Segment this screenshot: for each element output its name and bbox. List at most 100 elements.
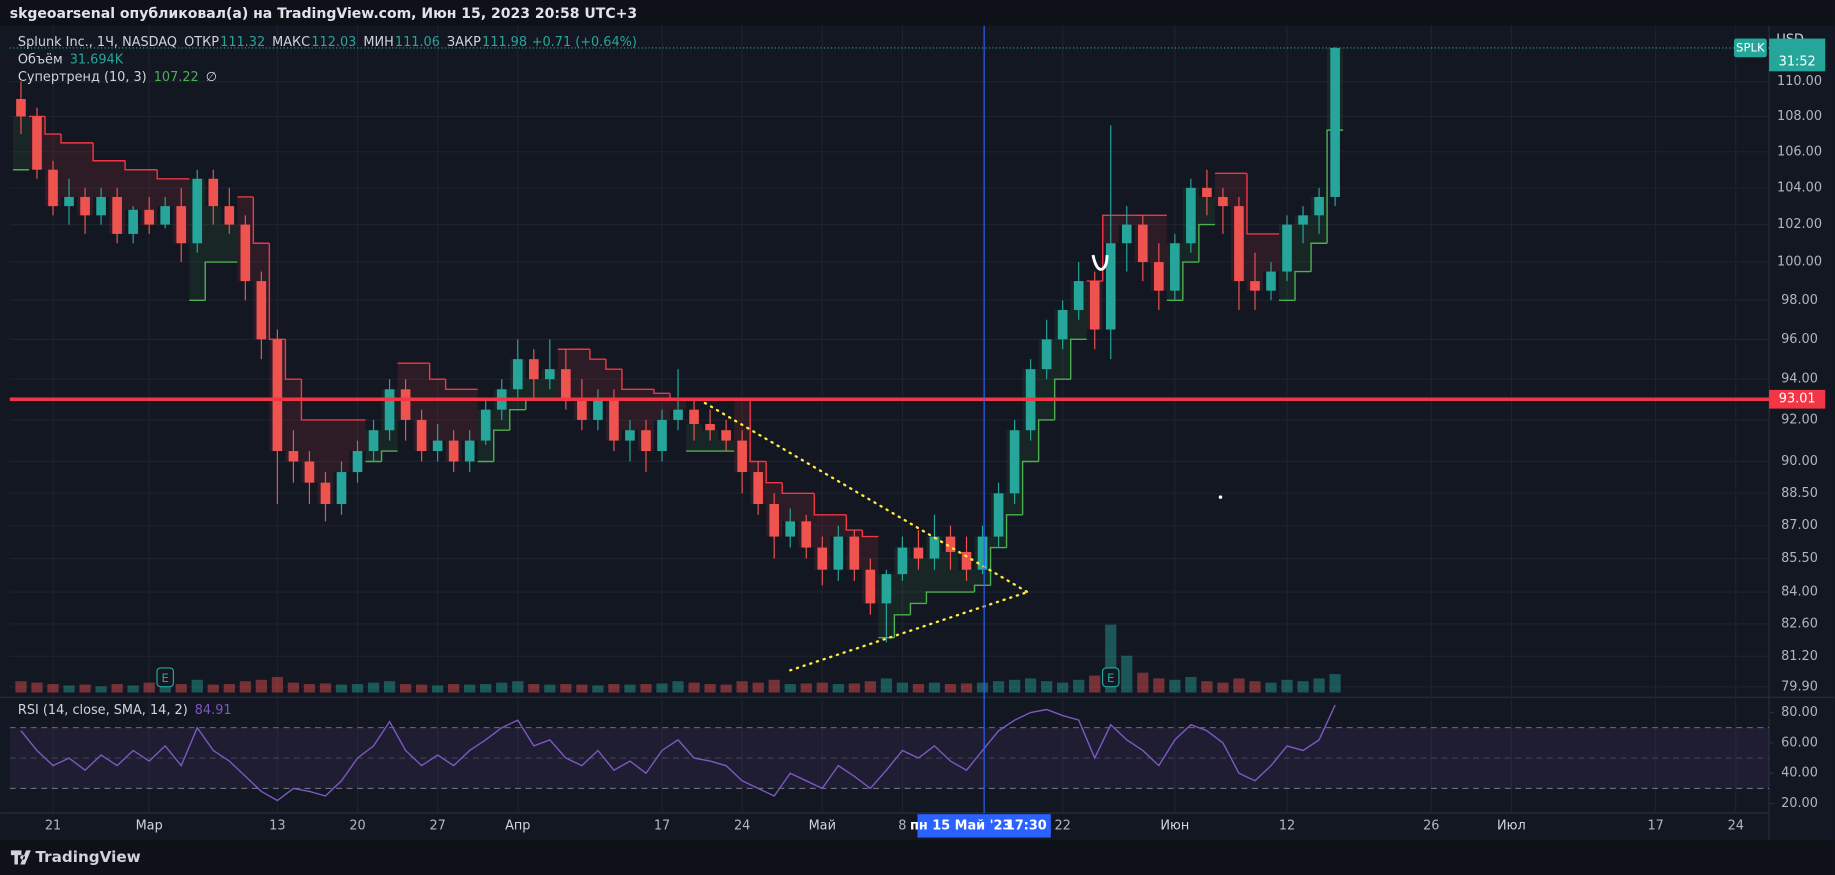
legend-item: +0.71 (+0.64%) [532, 35, 637, 50]
volume-bar [207, 684, 219, 693]
volume-bar [31, 682, 43, 693]
candle-body [336, 472, 347, 505]
crosshair-time: 17:30 [1006, 818, 1047, 833]
volume-bar [624, 684, 636, 693]
candle-body [641, 430, 651, 452]
supertrend-step [44, 116, 62, 135]
legend-item: 107.22 [154, 70, 199, 85]
volume-bar [896, 682, 909, 693]
supertrend-step [1294, 270, 1312, 301]
volume-bar [976, 682, 989, 693]
volume-bar [880, 678, 892, 693]
candle-body [593, 399, 603, 420]
volume-bar [1265, 682, 1277, 693]
y-tick-label: 92.00 [1781, 412, 1818, 427]
candle-body [384, 389, 395, 431]
legend-item: Супертренд (10, 3) [18, 70, 147, 85]
volume-bar [15, 681, 27, 693]
supertrend-step [380, 450, 398, 462]
supertrend-step [252, 196, 270, 244]
volume-bar [63, 685, 75, 693]
legend-item: МИН [363, 35, 393, 50]
y-tick-label: 102.00 [1777, 217, 1822, 232]
candle-body [561, 369, 571, 400]
candle-body [320, 482, 331, 505]
candle-body [304, 461, 315, 483]
volume-bar [768, 679, 780, 693]
symbol-label: SPLK [1736, 40, 1765, 54]
candle-body [609, 399, 619, 441]
volume-bar [720, 684, 732, 693]
supertrend-step [1037, 419, 1055, 462]
candle-body [128, 209, 138, 234]
supertrend-fill [910, 558, 927, 604]
candle-body [272, 339, 283, 452]
trendline [789, 590, 1029, 672]
volume-bar [1057, 682, 1069, 693]
supertrend-step [1005, 514, 1023, 548]
supertrend-fill [221, 224, 238, 263]
supertrend-fill [125, 169, 142, 210]
volume-bar [1249, 681, 1261, 693]
candle-body [96, 196, 106, 216]
candle-body [737, 440, 747, 473]
x-tick-label: 21 [45, 818, 61, 833]
x-tick-label: 24 [734, 818, 750, 833]
x-tick-label: 20 [349, 818, 365, 833]
candle-body [817, 547, 828, 570]
supertrend-step [156, 169, 174, 180]
dot-drawing [1218, 495, 1223, 499]
volume-bar [1329, 674, 1341, 693]
supertrend-step [1053, 378, 1071, 420]
volume-bar [592, 685, 604, 693]
y-tick-label: 94.00 [1781, 372, 1818, 387]
volume-bar [480, 684, 492, 693]
candle-body [432, 440, 443, 452]
hline-axis-box [1769, 389, 1826, 409]
candle-body [1250, 281, 1260, 291]
volume-bar [448, 684, 460, 693]
volume-bar [464, 684, 476, 693]
volume-bar [383, 681, 396, 693]
supertrend-step [1069, 338, 1087, 380]
candle-body [288, 451, 299, 462]
volume-bar [608, 684, 620, 693]
candle-body [1105, 243, 1116, 330]
logo [10, 850, 31, 865]
volume-bar [960, 683, 973, 693]
legend-item: ∅ [206, 70, 217, 85]
supertrend-fill [1295, 215, 1312, 272]
supertrend-step [605, 359, 622, 370]
supertrend-step [509, 408, 526, 431]
candle-body [993, 493, 1004, 537]
supertrend-fill [12, 116, 29, 170]
rsi-tick-label: 20.00 [1781, 796, 1818, 811]
candle-body [1009, 430, 1020, 494]
y-tick-label: 106.00 [1777, 144, 1822, 159]
candle-body [80, 196, 90, 216]
volume-bar [1105, 624, 1117, 693]
supertrend-step [300, 379, 318, 421]
volume-bar [1041, 681, 1053, 693]
supertrend-fill [1262, 233, 1280, 272]
volume-bar [544, 684, 556, 693]
rsi-tick-label: 80.00 [1781, 705, 1818, 720]
x-tick-label: 17 [1647, 818, 1663, 833]
candle-body [961, 551, 972, 570]
candle-body [32, 116, 42, 170]
supertrend-fill [589, 359, 606, 400]
supertrend-fill [429, 379, 446, 441]
volume-bar [1008, 679, 1021, 693]
candle-body [1202, 187, 1212, 197]
y-tick-label: 90.00 [1781, 454, 1818, 469]
x-tick-label: Июл [1497, 818, 1526, 833]
supertrend-step [428, 363, 446, 380]
candle-body [753, 472, 763, 505]
candle-body [208, 178, 219, 207]
supertrend-step [893, 614, 911, 638]
candle-body [577, 399, 587, 420]
candle-body [416, 419, 427, 452]
volume-bar [143, 682, 155, 693]
candle-body [192, 178, 203, 244]
